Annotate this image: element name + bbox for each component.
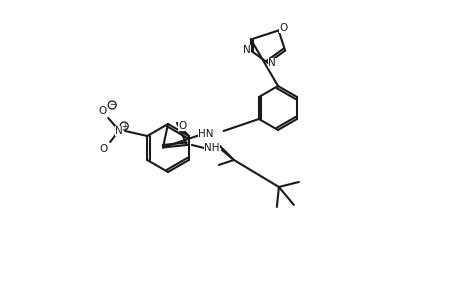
Text: O: O [178,121,186,131]
Text: O: O [99,144,107,154]
Text: +: + [121,122,127,130]
Text: N: N [242,45,250,55]
Text: O: O [279,23,287,33]
Text: −: − [108,100,116,109]
Text: NH: NH [204,143,219,153]
Text: O: O [98,106,106,116]
Text: N: N [268,58,275,68]
Text: HN: HN [197,128,213,139]
Text: N: N [115,126,123,136]
